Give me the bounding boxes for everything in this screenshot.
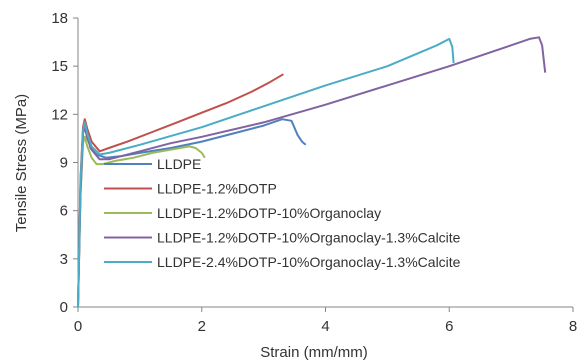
x-tick-label: 0 bbox=[74, 318, 82, 335]
series-line-3 bbox=[77, 135, 206, 308]
x-tick-label: 4 bbox=[321, 318, 329, 335]
x-axis-title: Strain (mm/mm) bbox=[260, 344, 368, 361]
x-tick-label: 6 bbox=[445, 318, 453, 335]
y-tick-label: 12 bbox=[51, 106, 68, 123]
y-tick-label: 3 bbox=[60, 251, 68, 268]
legend-label-1: LLDPE bbox=[157, 156, 201, 172]
x-tick-label: 2 bbox=[198, 318, 206, 335]
legend-label-4: LLDPE-1.2%DOTP-10%Organoclay-1.3%Calcite bbox=[157, 230, 461, 246]
y-axis-title: Tensile Stress (MPa) bbox=[13, 94, 30, 232]
legend-label-2: LLDPE-1.2%DOTP bbox=[157, 181, 277, 197]
y-tick-label: 6 bbox=[60, 203, 68, 220]
y-tick-label: 15 bbox=[51, 58, 68, 75]
axis-ticks: 0 3 6 9 12 15 18 0 2 4 6 8 bbox=[51, 10, 577, 335]
legend-label-5: LLDPE-2.4%DOTP-10%Organoclay-1.3%Calcite bbox=[157, 254, 461, 270]
series-lines bbox=[77, 36, 547, 308]
x-tick-label: 8 bbox=[569, 318, 577, 335]
legend-label-3: LLDPE-1.2%DOTP-10%Organoclay bbox=[157, 205, 381, 221]
plot-area: 0 3 6 9 12 15 18 0 2 4 6 8 bbox=[51, 10, 577, 335]
legend: LLDPE LLDPE-1.2%DOTP LLDPE-1.2%DOTP-10%Org… bbox=[104, 156, 461, 270]
series-line-4 bbox=[77, 36, 547, 308]
y-tick-label: 9 bbox=[60, 155, 68, 172]
series-line-5 bbox=[77, 37, 455, 308]
y-tick-label: 0 bbox=[60, 299, 68, 316]
y-tick-label: 18 bbox=[51, 10, 68, 27]
